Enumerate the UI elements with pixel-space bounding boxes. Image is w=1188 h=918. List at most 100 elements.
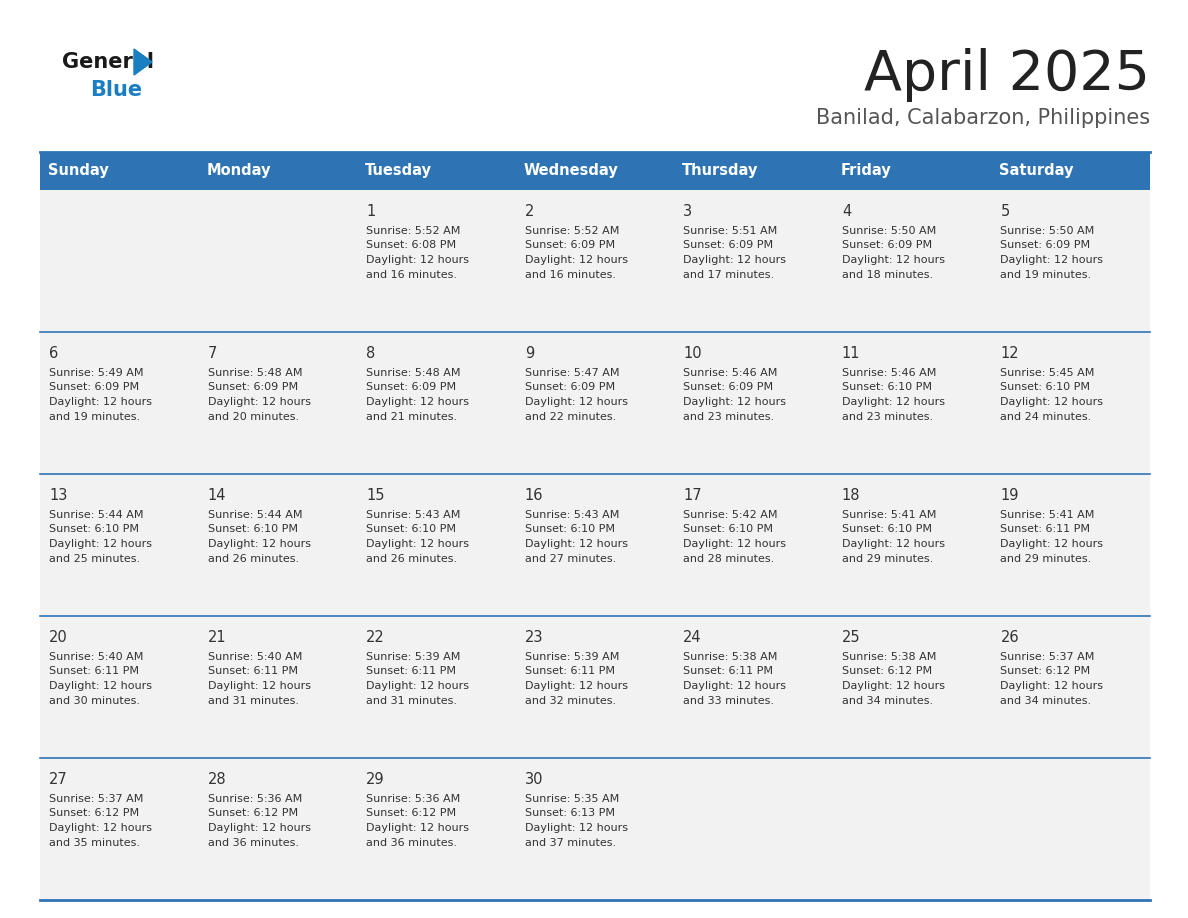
- Bar: [833, 332, 992, 474]
- Text: and 19 minutes.: and 19 minutes.: [1000, 270, 1092, 279]
- Text: Sunrise: 5:47 AM: Sunrise: 5:47 AM: [525, 368, 619, 378]
- Text: Banilad, Calabarzon, Philippines: Banilad, Calabarzon, Philippines: [816, 108, 1150, 128]
- Bar: [992, 152, 1150, 190]
- Text: Sunrise: 5:40 AM: Sunrise: 5:40 AM: [208, 652, 302, 662]
- Polygon shape: [134, 49, 152, 75]
- Bar: [358, 152, 516, 190]
- Text: 12: 12: [1000, 346, 1019, 361]
- Text: 4: 4: [842, 204, 851, 219]
- Bar: [992, 190, 1150, 332]
- Text: Daylight: 12 hours: Daylight: 12 hours: [683, 681, 786, 691]
- Text: 11: 11: [842, 346, 860, 361]
- Text: Sunrise: 5:43 AM: Sunrise: 5:43 AM: [366, 510, 461, 520]
- Bar: [358, 474, 516, 616]
- Text: Sunset: 6:11 PM: Sunset: 6:11 PM: [1000, 524, 1091, 534]
- Text: 16: 16: [525, 488, 543, 503]
- Text: Sunset: 6:09 PM: Sunset: 6:09 PM: [842, 241, 931, 251]
- Text: Sunset: 6:10 PM: Sunset: 6:10 PM: [49, 524, 139, 534]
- Text: and 34 minutes.: and 34 minutes.: [842, 696, 933, 706]
- Text: Daylight: 12 hours: Daylight: 12 hours: [842, 397, 944, 407]
- Bar: [992, 332, 1150, 474]
- Text: Sunset: 6:09 PM: Sunset: 6:09 PM: [366, 383, 456, 393]
- Text: Sunset: 6:11 PM: Sunset: 6:11 PM: [49, 666, 139, 677]
- Text: 25: 25: [842, 630, 860, 645]
- Text: Sunset: 6:10 PM: Sunset: 6:10 PM: [208, 524, 297, 534]
- Text: Sunset: 6:10 PM: Sunset: 6:10 PM: [1000, 383, 1091, 393]
- Text: Sunset: 6:09 PM: Sunset: 6:09 PM: [1000, 241, 1091, 251]
- Text: and 31 minutes.: and 31 minutes.: [366, 696, 457, 706]
- Text: Sunrise: 5:37 AM: Sunrise: 5:37 AM: [49, 794, 144, 804]
- Bar: [833, 474, 992, 616]
- Text: Sunset: 6:11 PM: Sunset: 6:11 PM: [683, 666, 773, 677]
- Text: 22: 22: [366, 630, 385, 645]
- Text: Daylight: 12 hours: Daylight: 12 hours: [1000, 539, 1104, 549]
- Text: Tuesday: Tuesday: [365, 163, 432, 178]
- Text: Daylight: 12 hours: Daylight: 12 hours: [683, 397, 786, 407]
- Text: 5: 5: [1000, 204, 1010, 219]
- Text: and 36 minutes.: and 36 minutes.: [366, 837, 457, 847]
- Bar: [833, 152, 992, 190]
- Bar: [358, 332, 516, 474]
- Text: Sunset: 6:12 PM: Sunset: 6:12 PM: [208, 809, 298, 819]
- Text: Sunset: 6:10 PM: Sunset: 6:10 PM: [842, 383, 931, 393]
- Text: Sunrise: 5:39 AM: Sunrise: 5:39 AM: [525, 652, 619, 662]
- Bar: [198, 190, 358, 332]
- Text: Sunrise: 5:52 AM: Sunrise: 5:52 AM: [525, 226, 619, 236]
- Text: and 21 minutes.: and 21 minutes.: [366, 411, 457, 421]
- Text: Sunrise: 5:51 AM: Sunrise: 5:51 AM: [683, 226, 777, 236]
- Text: Sunset: 6:11 PM: Sunset: 6:11 PM: [366, 666, 456, 677]
- Text: Daylight: 12 hours: Daylight: 12 hours: [525, 255, 627, 265]
- Text: and 23 minutes.: and 23 minutes.: [683, 411, 775, 421]
- Text: Sunset: 6:09 PM: Sunset: 6:09 PM: [683, 383, 773, 393]
- Text: Monday: Monday: [207, 163, 271, 178]
- Text: Daylight: 12 hours: Daylight: 12 hours: [208, 539, 310, 549]
- Text: Sunrise: 5:48 AM: Sunrise: 5:48 AM: [366, 368, 461, 378]
- Text: General: General: [62, 52, 154, 72]
- Text: Daylight: 12 hours: Daylight: 12 hours: [49, 397, 152, 407]
- Text: and 20 minutes.: and 20 minutes.: [208, 411, 298, 421]
- Text: Sunrise: 5:41 AM: Sunrise: 5:41 AM: [1000, 510, 1095, 520]
- Text: Daylight: 12 hours: Daylight: 12 hours: [49, 681, 152, 691]
- Bar: [40, 332, 198, 474]
- Text: 2: 2: [525, 204, 535, 219]
- Bar: [198, 474, 358, 616]
- Text: 24: 24: [683, 630, 702, 645]
- Text: Sunset: 6:10 PM: Sunset: 6:10 PM: [366, 524, 456, 534]
- Text: and 33 minutes.: and 33 minutes.: [683, 696, 775, 706]
- Text: Thursday: Thursday: [682, 163, 759, 178]
- Text: Sunset: 6:12 PM: Sunset: 6:12 PM: [1000, 666, 1091, 677]
- Bar: [833, 758, 992, 900]
- Text: Sunset: 6:10 PM: Sunset: 6:10 PM: [683, 524, 773, 534]
- Text: 18: 18: [842, 488, 860, 503]
- Text: and 28 minutes.: and 28 minutes.: [683, 554, 775, 564]
- Text: and 32 minutes.: and 32 minutes.: [525, 696, 615, 706]
- Text: and 26 minutes.: and 26 minutes.: [366, 554, 457, 564]
- Text: 10: 10: [683, 346, 702, 361]
- Bar: [675, 616, 833, 758]
- Text: and 37 minutes.: and 37 minutes.: [525, 837, 615, 847]
- Text: 8: 8: [366, 346, 375, 361]
- Bar: [40, 152, 198, 190]
- Text: Sunrise: 5:48 AM: Sunrise: 5:48 AM: [208, 368, 302, 378]
- Text: Sunrise: 5:50 AM: Sunrise: 5:50 AM: [842, 226, 936, 236]
- Bar: [516, 474, 675, 616]
- Text: and 36 minutes.: and 36 minutes.: [208, 837, 298, 847]
- Text: Sunset: 6:09 PM: Sunset: 6:09 PM: [49, 383, 139, 393]
- Text: and 25 minutes.: and 25 minutes.: [49, 554, 140, 564]
- Text: Sunrise: 5:42 AM: Sunrise: 5:42 AM: [683, 510, 778, 520]
- Bar: [833, 190, 992, 332]
- Text: Sunrise: 5:37 AM: Sunrise: 5:37 AM: [1000, 652, 1095, 662]
- Text: Daylight: 12 hours: Daylight: 12 hours: [842, 681, 944, 691]
- Text: Daylight: 12 hours: Daylight: 12 hours: [366, 823, 469, 833]
- Text: Sunset: 6:13 PM: Sunset: 6:13 PM: [525, 809, 614, 819]
- Bar: [992, 616, 1150, 758]
- Text: Saturday: Saturday: [999, 163, 1074, 178]
- Text: and 17 minutes.: and 17 minutes.: [683, 270, 775, 279]
- Text: and 31 minutes.: and 31 minutes.: [208, 696, 298, 706]
- Text: Daylight: 12 hours: Daylight: 12 hours: [1000, 255, 1104, 265]
- Text: Daylight: 12 hours: Daylight: 12 hours: [208, 823, 310, 833]
- Text: Sunrise: 5:43 AM: Sunrise: 5:43 AM: [525, 510, 619, 520]
- Bar: [675, 152, 833, 190]
- Text: Daylight: 12 hours: Daylight: 12 hours: [1000, 681, 1104, 691]
- Text: 26: 26: [1000, 630, 1019, 645]
